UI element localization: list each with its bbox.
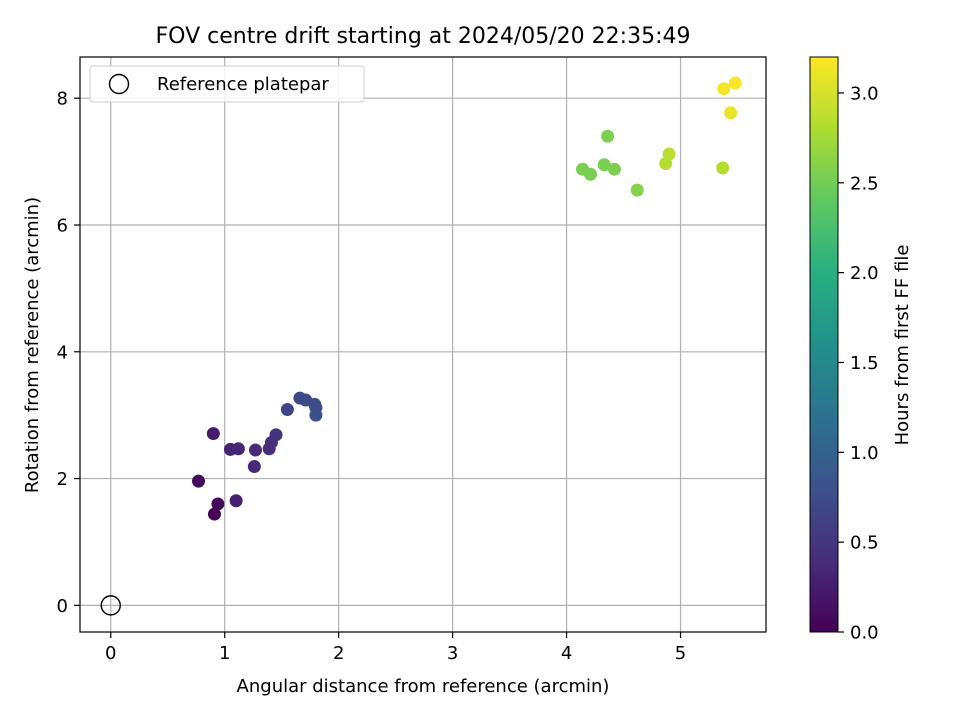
colorbar-tick-label: 1.0: [850, 443, 879, 464]
data-point: [728, 76, 742, 90]
data-point: [248, 443, 262, 457]
y-axis-label: Rotation from reference (arcmin): [22, 197, 43, 493]
x-tick-label: 1: [219, 643, 230, 664]
reference-marker: [100, 595, 121, 616]
reference-point: [100, 595, 121, 616]
x-tick-label: 3: [447, 643, 458, 664]
y-tick-label: 2: [57, 469, 68, 490]
x-axis-label: Angular distance from reference (arcmin): [237, 676, 610, 697]
data-point: [724, 106, 738, 120]
colorbar: [809, 56, 839, 633]
data-point: [630, 183, 644, 197]
data-point: [247, 460, 261, 474]
data-point: [231, 442, 245, 456]
data-point: [309, 408, 323, 422]
colorbar-tick-label: 0.5: [850, 533, 879, 554]
data-point: [280, 402, 294, 416]
legend-reference-marker: [108, 73, 130, 95]
data-point: [229, 494, 243, 508]
data-point: [269, 428, 283, 442]
y-tick-label: 4: [57, 342, 68, 363]
data-point: [584, 167, 598, 181]
plot-frame: [79, 56, 767, 633]
data-point: [607, 162, 621, 176]
data-point: [597, 158, 611, 172]
colorbar-tick-label: 2.5: [850, 173, 879, 194]
y-tick-label: 0: [57, 596, 68, 617]
colorbar-label: Hours from first FF file: [892, 245, 913, 446]
chart-title: FOV centre drift starting at 2024/05/20 …: [156, 24, 691, 49]
data-point: [206, 427, 220, 441]
colorbar-tick-label: 1.5: [850, 353, 879, 374]
legend-entry-label: Reference platepar: [157, 74, 329, 95]
data-points: [192, 76, 742, 521]
legend-box: [89, 65, 365, 103]
colorbar-ticks: 0.0 0.5 1.0 1.5 2.0 2.5 3.0: [838, 83, 879, 644]
y-tick-label: 6: [57, 215, 68, 236]
x-tick-label: 2: [333, 643, 344, 664]
data-point: [717, 82, 731, 96]
data-point: [716, 161, 730, 175]
x-axis-ticks: 0 1 2 3 4 5: [105, 632, 686, 664]
x-tick-label: 4: [561, 643, 572, 664]
plot-background: [80, 57, 766, 632]
data-point: [211, 497, 225, 511]
data-point: [192, 474, 206, 488]
colorbar-tick-label: 0.0: [850, 623, 879, 644]
x-tick-label: 0: [105, 643, 116, 664]
x-tick-label: 5: [675, 643, 686, 664]
y-tick-label: 8: [57, 89, 68, 110]
data-point: [601, 129, 615, 143]
colorbar-tick-label: 3.0: [850, 83, 879, 104]
data-point: [662, 147, 676, 161]
y-axis-ticks: 0 2 4 6 8: [57, 89, 80, 617]
colorbar-tick-label: 2.0: [850, 263, 879, 284]
data-point: [207, 507, 221, 521]
legend: Reference platepar: [89, 65, 365, 103]
